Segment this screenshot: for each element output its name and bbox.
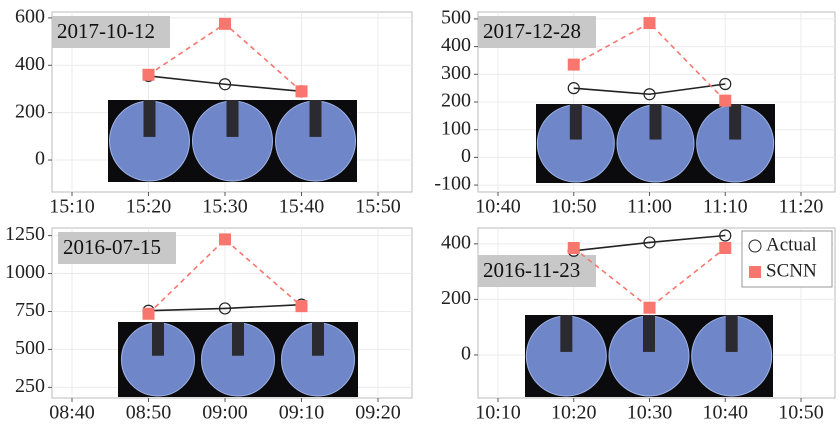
x-tick-label: 09:20 [355, 402, 401, 424]
y-tick-label: 0 [461, 343, 471, 365]
camera-arm [143, 100, 156, 137]
legend-label: Actual [766, 234, 817, 255]
x-tick-label: 09:00 [202, 402, 248, 424]
x-tick-label: 10:50 [551, 196, 597, 218]
y-tick-label: 400 [441, 231, 471, 253]
date-label-box [58, 232, 176, 264]
x-tick-label: 15:50 [355, 196, 401, 218]
y-tick-label: 500 [441, 7, 471, 29]
y-tick-label: 1250 [5, 223, 45, 245]
panel: 0 200 400 10:10 10:20 10:30 10:40 10:50 2016-11-… [441, 227, 836, 424]
marker [142, 307, 155, 320]
y-tick-label: 200 [441, 90, 471, 112]
marker [643, 88, 656, 101]
x-tick-label: 10:40 [702, 402, 748, 424]
x-tick-label: 15:20 [126, 196, 172, 218]
x-tick-label: 08:40 [49, 402, 95, 424]
marker [567, 242, 580, 254]
x-tick-label: 10:10 [475, 402, 521, 424]
series-line [148, 303, 302, 312]
x-tick-label: 11:20 [779, 196, 824, 218]
y-tick-label: 0 [35, 148, 45, 170]
marker [643, 17, 656, 30]
camera-arm [569, 104, 582, 140]
marker [719, 94, 732, 107]
marker [219, 17, 231, 30]
date-label-box [478, 16, 596, 48]
camera-arm [152, 322, 164, 356]
camera-arm [729, 104, 742, 140]
date-label: 2016-07-15 [63, 235, 161, 259]
series-line [573, 22, 726, 102]
x-tick-label: 11:10 [703, 196, 748, 218]
y-tick-label: 1000 [5, 261, 45, 283]
camera-arm [649, 104, 662, 140]
x-tick-label: 15:30 [202, 196, 248, 218]
panel: 250 500 750 1000 1250 08:40 08:50 09:00 09:10 09:… [5, 223, 413, 424]
marker [567, 58, 580, 71]
y-tick-label: 400 [441, 34, 471, 56]
x-tick-label: 10:30 [627, 402, 673, 424]
series-line [573, 83, 726, 96]
date-label: 2017-12-28 [483, 19, 581, 43]
camera-arm [226, 100, 239, 137]
marker [142, 68, 155, 81]
marker [719, 242, 732, 254]
x-tick-label: 10:40 [475, 196, 521, 218]
series-line [148, 75, 302, 93]
x-tick-label: 11:00 [627, 196, 672, 218]
x-tick-label: 10:20 [551, 402, 597, 424]
date-label: 2017-10-12 [57, 19, 155, 43]
x-tick-label: 09:10 [279, 402, 325, 424]
camera-arm [560, 315, 573, 352]
y-tick-label: 250 [15, 375, 45, 397]
y-tick-label: 400 [15, 53, 45, 75]
x-tick-label: 15:10 [49, 196, 95, 218]
date-label-box [478, 255, 596, 287]
panel: 0 200 400 600 15:10 15:20 15:30 15:40 15:50 2017-… [15, 6, 413, 218]
legend-marker [749, 266, 761, 278]
y-tick-label: 750 [15, 299, 45, 321]
y-tick-label: 500 [15, 337, 45, 359]
y-tick-label: 100 [441, 117, 471, 139]
legend-marker [748, 239, 762, 253]
date-label-box [52, 16, 170, 48]
legend-label: SCNN [766, 260, 817, 281]
camera-arm [643, 315, 655, 352]
marker [643, 236, 656, 249]
marker [719, 77, 732, 91]
y-tick-label: 200 [441, 287, 471, 309]
marker [218, 78, 232, 91]
marker [567, 82, 580, 95]
series-line [147, 238, 303, 315]
x-tick-label: 08:50 [126, 402, 172, 424]
camera-arm [312, 322, 324, 356]
marker [643, 301, 656, 314]
x-tick-label: 15:40 [279, 196, 325, 218]
y-tick-label: -100 [434, 173, 471, 195]
camera-arm [725, 315, 738, 352]
date-label: 2016-11-23 [483, 258, 580, 282]
series-line [573, 234, 726, 252]
x-tick-label: 10:50 [778, 402, 824, 424]
panel: -100 0 100 200 300 400 500 10:40 10:50 11:00 11:10… [434, 7, 836, 218]
marker [295, 300, 308, 313]
marker [719, 229, 732, 242]
marker [295, 85, 308, 98]
marker [218, 302, 232, 315]
y-tick-label: 200 [15, 100, 45, 122]
y-tick-label: 600 [15, 6, 45, 28]
y-tick-label: 0 [461, 145, 471, 167]
camera-arm [309, 100, 322, 137]
camera-arm [232, 322, 244, 356]
marker [219, 233, 231, 246]
y-tick-label: 300 [441, 62, 471, 84]
